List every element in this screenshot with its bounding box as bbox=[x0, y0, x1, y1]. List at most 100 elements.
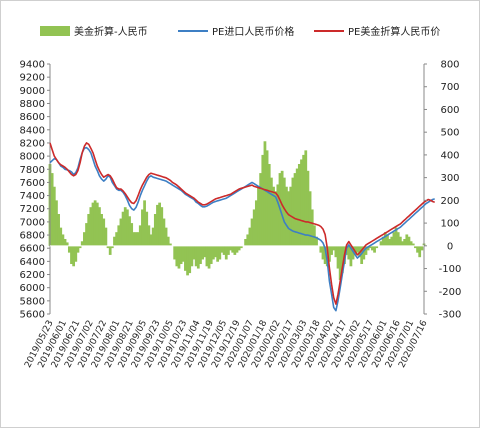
area-bar bbox=[123, 207, 127, 246]
area-bar bbox=[222, 245, 226, 255]
area-bar bbox=[270, 177, 273, 246]
left-tick-label: 8000 bbox=[20, 152, 45, 163]
area-bar bbox=[98, 207, 101, 246]
area-bar bbox=[153, 214, 157, 246]
area-bar bbox=[259, 173, 263, 246]
area-bar bbox=[218, 245, 222, 260]
area-bar bbox=[323, 245, 327, 264]
area-bar bbox=[186, 245, 189, 276]
left-tick-label: 6600 bbox=[20, 244, 45, 255]
area-bar bbox=[280, 170, 284, 246]
left-tick-label: 8400 bbox=[20, 125, 45, 136]
area-bar bbox=[207, 245, 211, 269]
area-bar bbox=[175, 245, 179, 267]
area-bar bbox=[409, 241, 413, 246]
legend-swatch-area bbox=[40, 26, 70, 36]
area-bar bbox=[401, 241, 404, 246]
left-tick-label: 7400 bbox=[20, 191, 45, 202]
area-bar bbox=[147, 225, 151, 246]
area-bar bbox=[74, 245, 78, 262]
area-bar bbox=[70, 245, 73, 264]
area-bar bbox=[78, 245, 82, 249]
left-tick-label: 6000 bbox=[20, 283, 45, 294]
area-bar bbox=[291, 177, 295, 246]
area-bar bbox=[190, 245, 194, 267]
right-tick-label: 0 bbox=[447, 241, 453, 252]
area-bar bbox=[313, 225, 316, 246]
area-bar bbox=[80, 241, 84, 246]
axes bbox=[49, 64, 425, 314]
area-bar bbox=[386, 234, 389, 246]
area-bar bbox=[405, 234, 409, 246]
area-bar bbox=[87, 214, 91, 246]
area-bar bbox=[235, 245, 239, 253]
area-bar bbox=[237, 245, 241, 251]
area-bar bbox=[364, 245, 368, 255]
area-bar bbox=[61, 234, 65, 246]
left-tick-label: 7000 bbox=[20, 217, 45, 228]
area-bar bbox=[407, 236, 411, 246]
area-bar bbox=[95, 202, 99, 246]
right-tick-label: -200 bbox=[439, 287, 462, 298]
area-bar bbox=[199, 245, 202, 264]
left-tick-label: 7800 bbox=[20, 165, 45, 176]
area-bar bbox=[184, 245, 187, 271]
area-bar bbox=[390, 236, 394, 246]
area-bar bbox=[205, 245, 209, 267]
area-bar bbox=[398, 236, 402, 246]
area-bar bbox=[282, 177, 286, 246]
area-bar bbox=[192, 245, 196, 260]
right-axis-ticks: -300 -200 -100 0 100 200 300 400 500 600 700 800 bbox=[424, 60, 461, 321]
area-bar bbox=[214, 245, 217, 258]
area-bar bbox=[310, 209, 314, 246]
area-bar bbox=[211, 245, 215, 260]
area-bar bbox=[355, 245, 359, 253]
area-bar bbox=[145, 211, 149, 246]
area-bar bbox=[420, 245, 424, 251]
area-bar bbox=[403, 239, 407, 246]
area-bar bbox=[106, 245, 110, 249]
legend-label: PE进口人民币价格 bbox=[212, 25, 294, 38]
right-tick-label: -100 bbox=[439, 264, 462, 275]
area-bar bbox=[177, 245, 181, 269]
area-bar bbox=[113, 236, 116, 246]
legend-label: 美金折算-人民币 bbox=[74, 25, 148, 38]
area-bar bbox=[274, 191, 278, 246]
area-bar bbox=[319, 245, 323, 253]
area-bar bbox=[216, 245, 220, 262]
area-layer bbox=[48, 141, 426, 280]
right-tick-label: 600 bbox=[440, 105, 459, 116]
area-bar bbox=[162, 218, 166, 246]
right-tick-label: 300 bbox=[440, 173, 459, 184]
area-bar bbox=[250, 218, 254, 246]
area-bar bbox=[65, 242, 69, 246]
area-bar bbox=[272, 186, 275, 246]
area-bar bbox=[360, 245, 364, 264]
area-bar bbox=[338, 245, 342, 280]
lines-layer bbox=[49, 142, 435, 312]
area-bar bbox=[308, 191, 312, 246]
area-bar bbox=[315, 236, 318, 246]
area-bar bbox=[100, 214, 103, 246]
area-bar bbox=[334, 245, 338, 258]
area-bar bbox=[233, 245, 237, 255]
left-tick-label: 8600 bbox=[20, 112, 45, 123]
area-bar bbox=[126, 209, 129, 246]
area-bar bbox=[349, 245, 353, 267]
area-bar bbox=[102, 218, 106, 246]
left-tick-label: 9400 bbox=[20, 60, 45, 71]
area-bar bbox=[108, 245, 112, 255]
area-bar bbox=[117, 225, 121, 246]
area-bar bbox=[168, 243, 172, 246]
area-bar bbox=[119, 218, 123, 246]
area-bar bbox=[287, 191, 290, 246]
area-bar bbox=[394, 227, 398, 246]
area-bar bbox=[194, 245, 198, 267]
area-bar bbox=[381, 236, 385, 246]
area-bar bbox=[336, 245, 340, 269]
area-bar bbox=[59, 227, 63, 246]
area-bar bbox=[209, 245, 213, 264]
area-bar bbox=[173, 245, 177, 260]
